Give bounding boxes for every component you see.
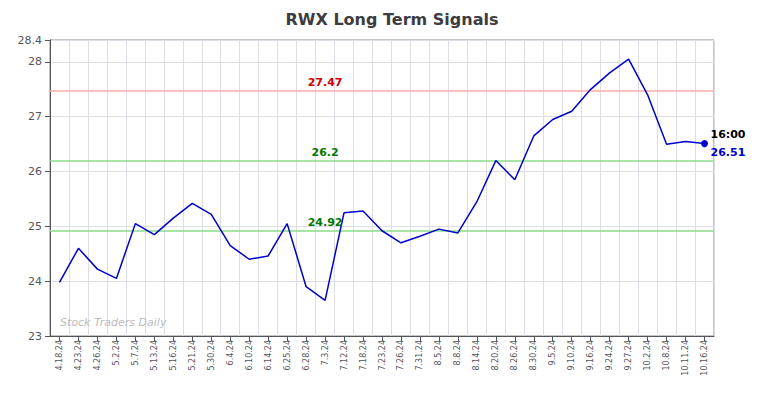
svg-text:Stock Traders Daily: Stock Traders Daily [60,316,167,329]
svg-text:8.14.24: 8.14.24 [472,340,481,371]
svg-text:28: 28 [28,55,42,68]
svg-text:26.51: 26.51 [711,146,746,159]
svg-text:25: 25 [28,220,42,233]
svg-text:27: 27 [28,110,42,123]
svg-text:5.30.24: 5.30.24 [207,340,216,371]
svg-text:4.23.24: 4.23.24 [74,340,83,371]
svg-text:16:00: 16:00 [711,128,746,141]
svg-text:10.2.24: 10.2.24 [643,340,652,371]
svg-text:6.14.24: 6.14.24 [264,340,273,371]
svg-text:24.92: 24.92 [308,216,343,229]
svg-text:8.5.24: 8.5.24 [434,340,443,365]
svg-text:9.10.24: 9.10.24 [567,340,576,371]
svg-text:8.30.24: 8.30.24 [529,340,538,371]
svg-text:5.7.24: 5.7.24 [131,340,140,365]
svg-text:5.16.24: 5.16.24 [169,340,178,371]
svg-text:10.16.24: 10.16.24 [700,340,709,376]
svg-text:7.3.24: 7.3.24 [321,340,330,365]
svg-text:RWX Long Term Signals: RWX Long Term Signals [286,10,499,29]
svg-text:5.2.24: 5.2.24 [112,340,121,365]
svg-text:8.26.24: 8.26.24 [510,340,519,371]
svg-text:5.21.24: 5.21.24 [188,340,197,371]
svg-text:26: 26 [28,165,42,178]
svg-text:24: 24 [28,275,42,288]
svg-text:4.18.24: 4.18.24 [55,340,64,371]
svg-text:7.26.24: 7.26.24 [396,340,405,371]
svg-text:4.26.24: 4.26.24 [93,340,102,371]
svg-text:7.18.24: 7.18.24 [359,340,368,371]
svg-text:10.11.24: 10.11.24 [681,340,690,376]
svg-text:6.25.24: 6.25.24 [283,340,292,371]
svg-text:7.31.24: 7.31.24 [415,340,424,371]
svg-text:7.23.24: 7.23.24 [378,340,387,371]
svg-text:28.4: 28.4 [18,34,43,47]
svg-text:26.2: 26.2 [312,146,339,159]
svg-text:6.10.24: 6.10.24 [245,340,254,371]
svg-text:23: 23 [28,330,42,343]
svg-text:9.5.24: 9.5.24 [548,340,557,365]
svg-text:9.24.24: 9.24.24 [605,340,614,371]
svg-text:6.4.24: 6.4.24 [226,340,235,365]
svg-text:27.47: 27.47 [308,76,343,89]
svg-text:8.8.24: 8.8.24 [453,340,462,365]
svg-text:9.16.24: 9.16.24 [586,340,595,371]
svg-text:6.28.24: 6.28.24 [302,340,311,371]
svg-text:8.20.24: 8.20.24 [491,340,500,371]
svg-text:9.27.24: 9.27.24 [624,340,633,371]
svg-text:10.8.24: 10.8.24 [662,340,671,371]
svg-text:5.13.24: 5.13.24 [150,340,159,371]
svg-text:7.12.24: 7.12.24 [340,340,349,371]
